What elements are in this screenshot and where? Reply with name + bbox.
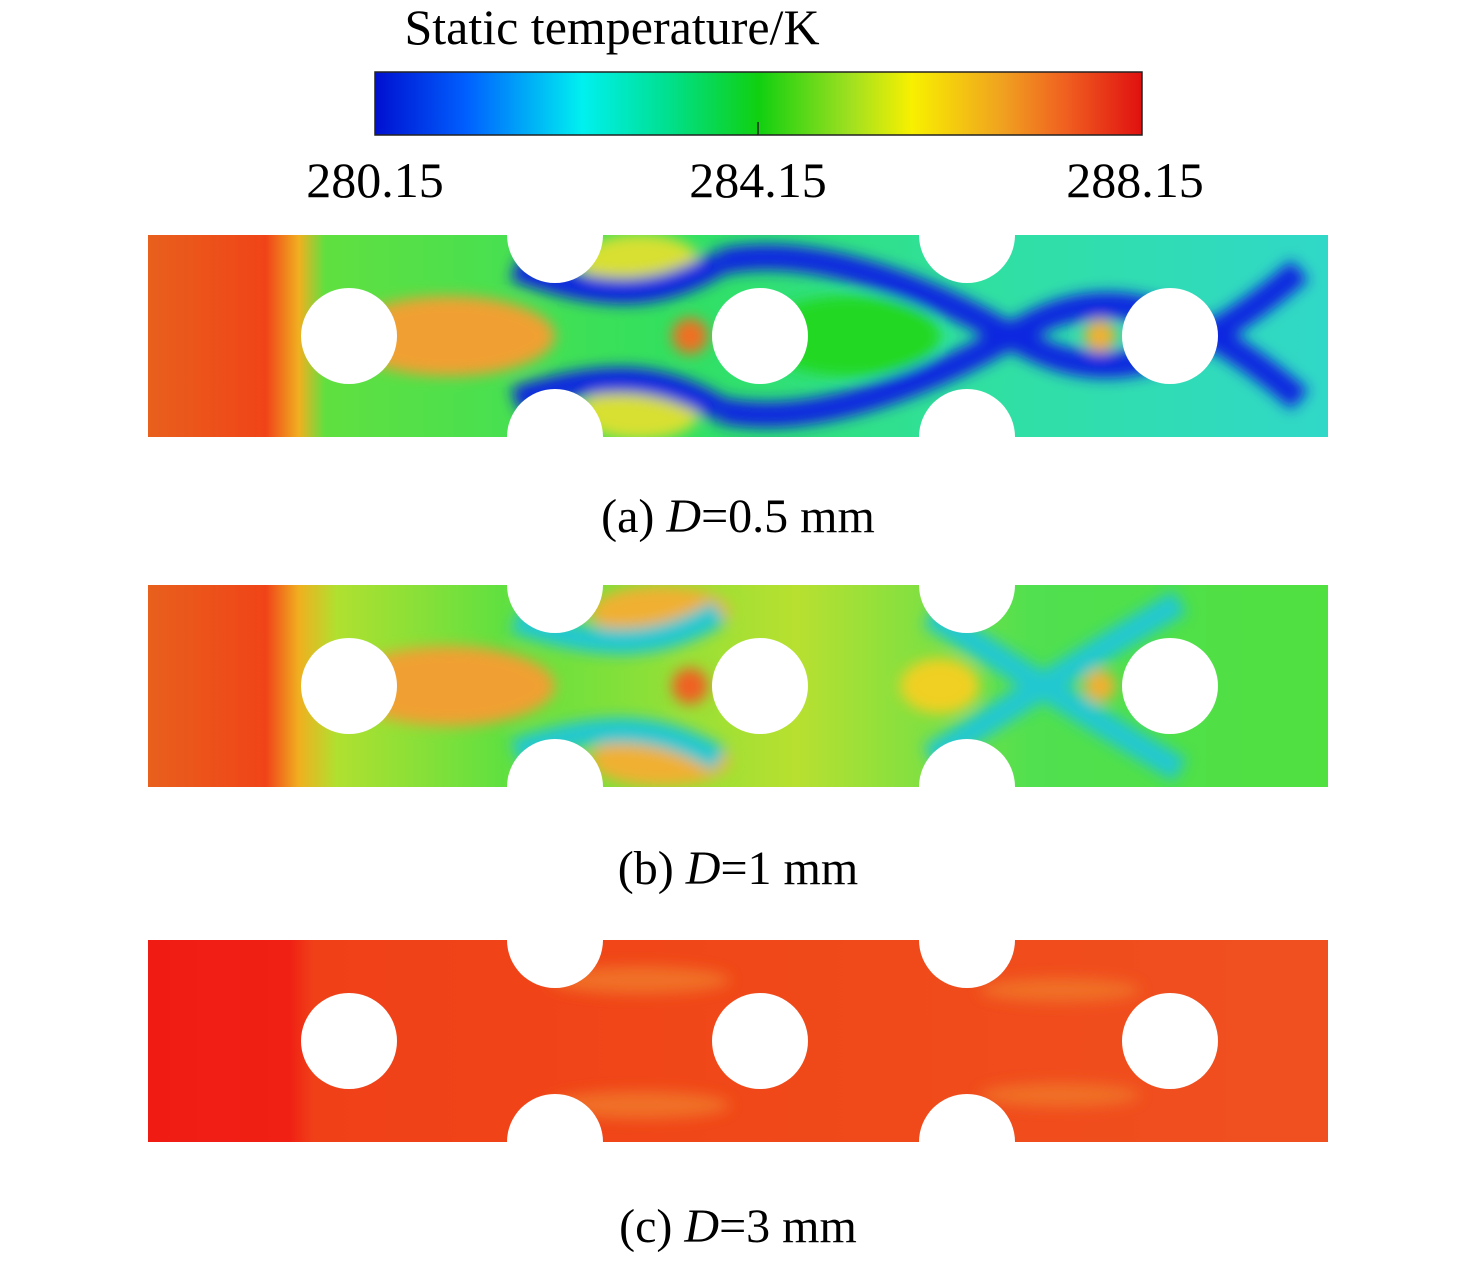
field-blob	[672, 318, 708, 354]
caption-value: =1 mm	[720, 842, 858, 895]
cylinder	[1122, 638, 1218, 734]
caption-label: (a)	[601, 490, 654, 543]
half-cylinder	[507, 739, 603, 787]
caption-variable: D	[672, 1200, 719, 1253]
cylinder	[301, 638, 397, 734]
contour-panel: (a) D=0.5 mm	[148, 235, 1328, 543]
panels: (a) D=0.5 mm(b) D=1 mm(c) D=3 mm	[148, 235, 1328, 1253]
caption-label: (c)	[619, 1200, 672, 1253]
cylinder	[712, 993, 808, 1089]
colorbar-tick-label: 280.15	[306, 152, 444, 208]
contour-field	[148, 585, 1328, 787]
half-cylinder	[919, 940, 1015, 988]
half-cylinder	[919, 739, 1015, 787]
field-blob	[980, 978, 1140, 1002]
field-blob	[1084, 670, 1116, 702]
colorbar-tick-label: 284.15	[689, 152, 827, 208]
caption-value: =0.5 mm	[701, 490, 875, 543]
panel-caption: (c) D=3 mm	[619, 1200, 857, 1253]
half-cylinder	[919, 1094, 1015, 1142]
cylinder	[301, 288, 397, 384]
caption-label: (b)	[618, 842, 674, 895]
half-cylinder	[507, 235, 603, 283]
cylinder	[712, 638, 808, 734]
field-features	[550, 966, 1140, 1119]
contour-field	[148, 235, 1328, 437]
field-blob	[980, 1083, 1140, 1107]
half-cylinder	[507, 1094, 603, 1142]
contour-panel: (c) D=3 mm	[148, 940, 1328, 1253]
cylinder	[301, 993, 397, 1089]
cylinder	[1122, 993, 1218, 1089]
colorbar-tick-label: 288.15	[1066, 152, 1204, 208]
panel-caption: (b) D=1 mm	[618, 842, 858, 895]
half-cylinder	[507, 940, 603, 988]
caption-variable: D	[674, 842, 721, 895]
field-blob	[550, 966, 730, 994]
half-cylinder	[919, 585, 1015, 633]
half-cylinder	[919, 389, 1015, 437]
half-cylinder	[507, 585, 603, 633]
half-cylinder	[507, 389, 603, 437]
field-blob	[760, 296, 940, 376]
cylinder	[1122, 288, 1218, 384]
contour-panel: (b) D=1 mm	[148, 585, 1328, 895]
contour-field	[148, 940, 1328, 1142]
cylinder	[712, 288, 808, 384]
field-blob	[900, 658, 980, 714]
caption-variable: D	[654, 490, 701, 543]
field-blob	[345, 296, 555, 376]
panel-caption: (a) D=0.5 mm	[601, 490, 875, 543]
field-blob	[550, 1091, 730, 1119]
field-blob	[1084, 320, 1116, 352]
field-blob	[672, 668, 708, 704]
half-cylinder	[919, 235, 1015, 283]
colorbar-title: Static temperature/K	[404, 0, 819, 55]
field-blob	[345, 646, 555, 726]
caption-value: =3 mm	[719, 1200, 857, 1253]
